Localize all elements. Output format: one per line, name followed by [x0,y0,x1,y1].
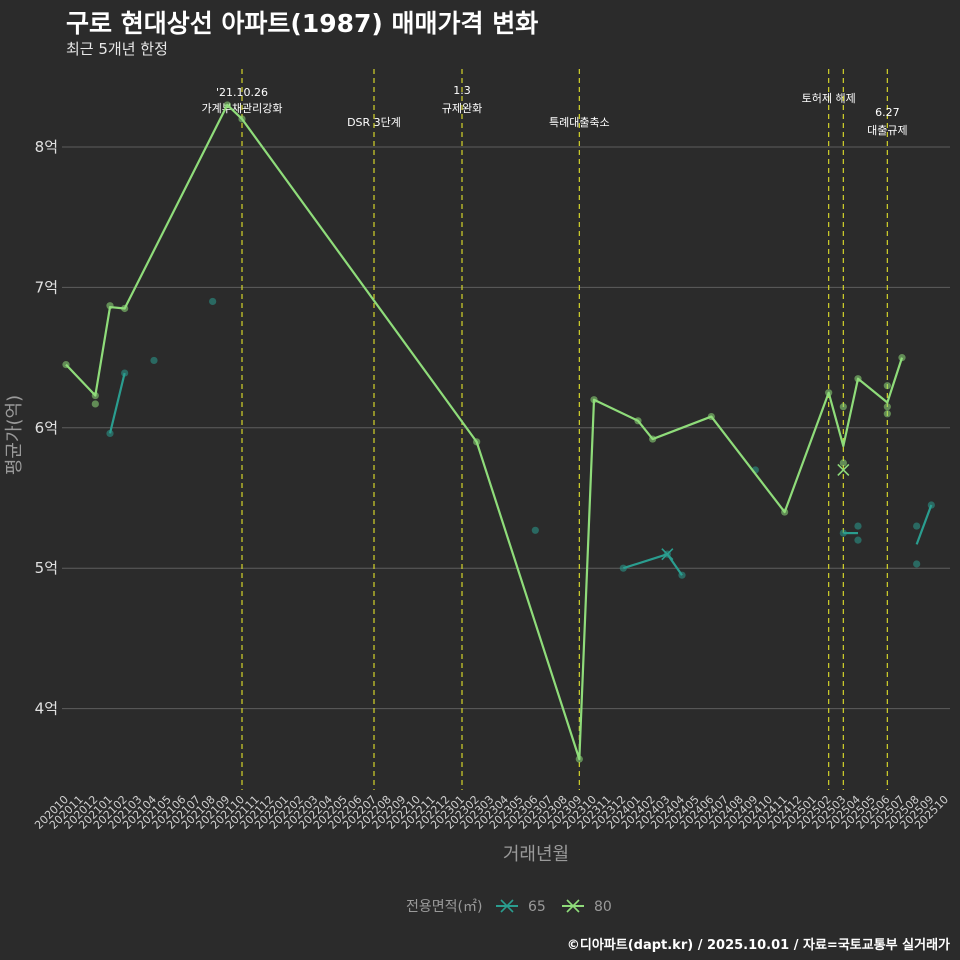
y-tick-label: 5억 [35,559,58,577]
data-point-65 [678,571,686,579]
data-point-65 [913,522,921,530]
event-label: 특례대출축소 [549,116,610,129]
source-caption: ©디아파트(dapt.kr) / 2025.10.01 / 자료=국토교통부 실… [566,938,950,953]
data-point-65 [854,522,862,530]
data-point-65 [209,297,217,306]
cross-marker-80 [837,463,850,476]
series-80 [62,101,906,763]
x-axis-title: 거래년월 [503,844,569,865]
legend-key-cross [500,899,514,913]
data-point-80 [839,459,847,467]
data-point-65 [106,429,114,438]
data-point-80 [883,403,891,411]
data-point-80 [575,755,583,763]
data-point-80 [707,412,715,421]
event-label: DSR 3단계 [347,116,401,129]
y-axis-title: 평균가(억) [4,395,25,475]
data-point-80 [62,361,70,369]
data-point-65 [121,369,129,377]
data-point-80 [883,382,891,390]
data-point-80 [898,354,906,362]
data-point-80 [106,302,114,310]
legend: 전용면적(㎡) 65 80 [406,899,612,915]
data-point-65 [839,529,847,537]
data-point-80 [238,115,246,123]
data-point-80 [839,403,847,411]
data-point-65 [927,501,935,509]
data-point-80 [883,410,891,418]
cross-marker-65 [661,548,674,561]
legend-title: 전용면적(㎡) [406,899,482,915]
legend-key-cross [566,899,580,913]
event-label: 6.27 [875,106,900,119]
chart-subtitle: 최근 5개년 한정 [66,40,168,58]
data-point-65 [531,526,539,534]
series-line-65 [108,372,126,434]
event-label: 토허제 해제 [802,91,856,105]
legend-label: 65 [528,899,546,915]
data-point-80 [223,101,231,109]
chart-title: 구로 현대상선 아파트(1987) 매매가격 변화 [66,9,539,38]
y-tick-label: 6억 [35,419,58,437]
event-label: 1.3 [453,84,471,97]
data-point-80 [649,435,657,443]
series-line-65 [622,553,683,576]
event-label: '21.10.26 [216,86,268,99]
event-label: 규제완화 [442,102,482,115]
data-point-80 [634,417,642,425]
data-point-65 [913,560,921,568]
series-line-65 [915,504,933,545]
event-label: 가계부채관리강화 [202,102,283,115]
series-line-80 [65,103,904,761]
data-point-80 [825,389,833,397]
y-tick-label: 4억 [35,700,58,718]
legend-label: 80 [594,899,612,915]
event-label: 대출규제 [867,124,907,137]
data-point-80 [590,396,598,404]
data-point-80 [473,438,481,446]
data-point-80 [854,375,862,383]
data-point-65 [619,564,627,572]
data-point-65 [854,536,862,544]
series-65 [106,297,935,579]
data-point-80 [781,508,789,516]
data-point-80 [91,391,99,400]
data-point-80 [121,304,129,313]
data-point-80 [91,400,99,408]
y-tick-label: 8억 [35,138,58,156]
data-point-65 [150,356,158,365]
y-tick-label: 7억 [35,278,58,296]
